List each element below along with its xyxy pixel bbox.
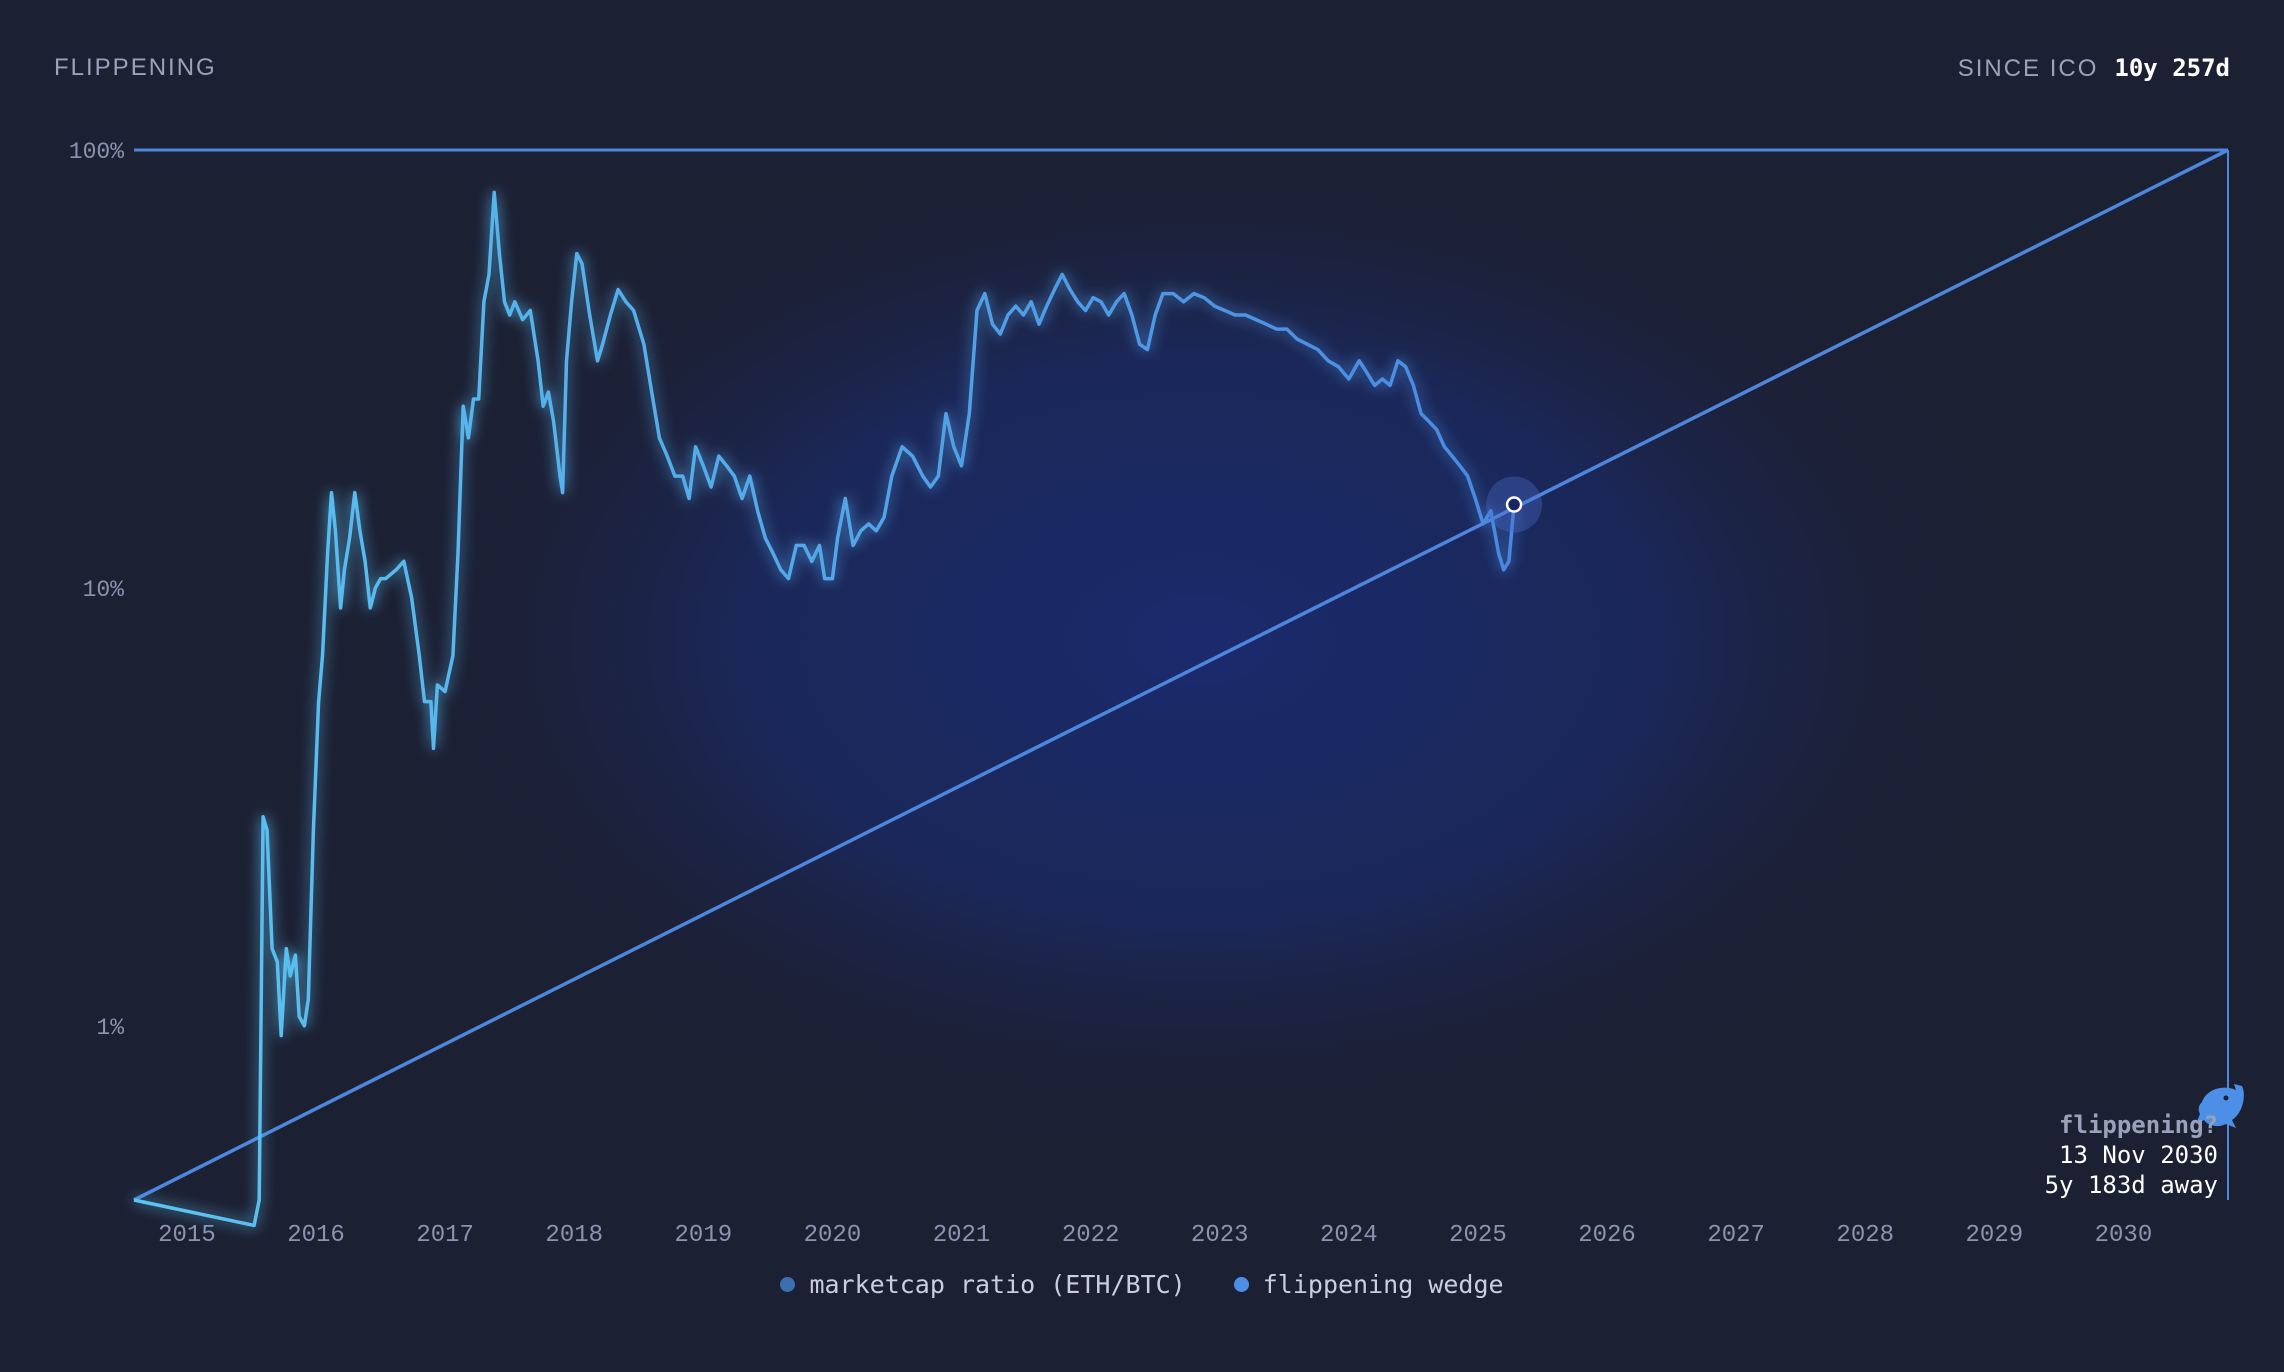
x-tick-label: 2016 <box>287 1222 345 1249</box>
x-tick-label: 2030 <box>2095 1222 2153 1249</box>
x-tick-label: 2029 <box>1966 1222 2024 1249</box>
x-tick-label: 2018 <box>545 1222 603 1249</box>
chart-title: FLIPPENING <box>54 54 217 81</box>
x-tick-label: 2024 <box>1320 1222 1378 1249</box>
flippening-annotation: flippening? 13 Nov 2030 5y 183d away <box>2045 1084 2244 1199</box>
x-tick-label: 2025 <box>1449 1222 1507 1249</box>
x-tick-label: 2021 <box>933 1222 991 1249</box>
since-ico: SINCE ICO 10y 257d <box>1958 54 2230 83</box>
legend-dot-wedge <box>1233 1277 1249 1292</box>
flippening-away: 5y 183d away <box>2045 1171 2218 1199</box>
x-tick-label: 2028 <box>1836 1222 1894 1249</box>
marks <box>133 148 2229 1228</box>
axes: 100% 10% 1% 2015 2016 2017 2018 2019 2020 2021 202… <box>69 139 2152 1249</box>
legend-label-ratio: marketcap ratio (ETH/BTC) <box>809 1270 1186 1299</box>
flippening-question: flippening? <box>2059 1111 2218 1139</box>
x-tick-label: 2017 <box>416 1222 474 1249</box>
legend-item-ratio[interactable]: marketcap ratio (ETH/BTC) <box>780 1270 1186 1299</box>
wedge-line <box>133 148 2229 1202</box>
x-tick-label: 2019 <box>675 1222 733 1249</box>
legend-label-wedge: flippening wedge <box>1262 1270 1504 1299</box>
x-tick-label: 2026 <box>1578 1222 1636 1249</box>
since-ico-value: 10y 257d <box>2114 54 2230 82</box>
current-point <box>1505 496 1523 513</box>
since-ico-label: SINCE ICO <box>1957 55 2099 82</box>
legend: marketcap ratio (ETH/BTC) flippening wed… <box>0 1270 2284 1299</box>
flippening-date: 13 Nov 2030 <box>2059 1141 2218 1169</box>
legend-item-wedge[interactable]: flippening wedge <box>1233 1270 1504 1299</box>
y-tick-label: 100% <box>69 139 124 165</box>
y-tick-label: 1% <box>96 1015 124 1041</box>
x-tick-label: 2027 <box>1707 1222 1765 1249</box>
background-glow <box>360 120 2040 1160</box>
y-tick-label: 10% <box>83 577 125 603</box>
x-tick-label: 2022 <box>1062 1222 1120 1249</box>
x-tick-label: 2023 <box>1191 1222 1249 1249</box>
legend-dot-ratio <box>780 1277 796 1292</box>
x-tick-label: 2015 <box>158 1222 216 1249</box>
ratio-line <box>133 190 1516 1228</box>
x-tick-label: 2020 <box>804 1222 862 1249</box>
dolphin-icon <box>2196 1084 2244 1128</box>
